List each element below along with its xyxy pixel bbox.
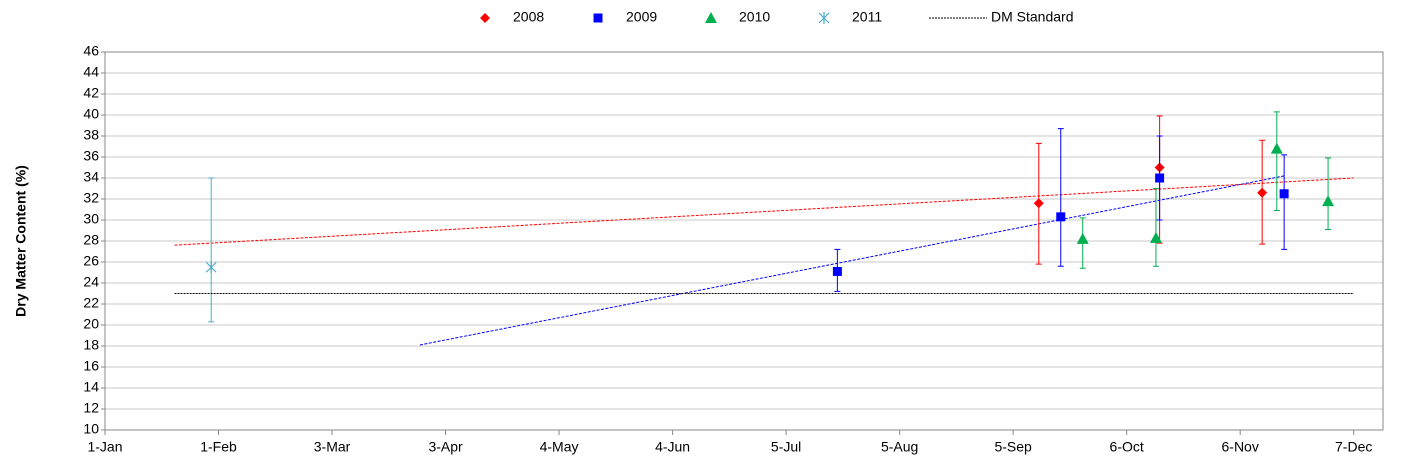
point xyxy=(205,261,217,274)
x-tick-label: 3-Mar xyxy=(314,439,351,455)
y-tick-label: 36 xyxy=(83,148,99,164)
error-bar xyxy=(208,177,215,323)
y-tick-label: 30 xyxy=(83,211,99,227)
point xyxy=(1076,232,1089,244)
legend-label: 2009 xyxy=(626,9,657,25)
legend-label: DM Standard xyxy=(991,9,1073,25)
y-tick-label: 10 xyxy=(83,421,99,437)
x-tick-label: 6-Nov xyxy=(1222,439,1259,455)
legend-label: 2011 xyxy=(852,9,882,25)
y-tick-label: 28 xyxy=(83,232,99,248)
point xyxy=(1155,173,1165,183)
legend-swatch xyxy=(593,13,603,23)
point xyxy=(1279,189,1289,199)
x-tick-label: 1-Feb xyxy=(200,439,237,455)
point xyxy=(1149,231,1162,243)
legend-swatch xyxy=(480,13,490,23)
y-tick-label: 46 xyxy=(83,43,99,59)
y-tick-label: 24 xyxy=(83,274,99,290)
x-tick-label: 6-Oct xyxy=(1110,439,1144,455)
x-tick-label: 5-Aug xyxy=(881,439,918,455)
point xyxy=(1056,212,1066,222)
y-tick-label: 20 xyxy=(83,316,99,332)
y-tick-label: 38 xyxy=(83,127,99,143)
x-tick-label: 4-May xyxy=(540,439,579,455)
y-tick-label: 18 xyxy=(83,337,99,353)
x-tick-label: 5-Sep xyxy=(994,439,1032,455)
y-tick-label: 26 xyxy=(83,253,99,269)
point xyxy=(1033,198,1044,209)
y-tick-label: 22 xyxy=(83,295,99,311)
trendline xyxy=(419,175,1285,346)
legend-label: 2008 xyxy=(513,9,544,25)
legend-swatch xyxy=(818,12,830,24)
point xyxy=(1257,187,1268,198)
x-tick-label: 1-Jan xyxy=(87,439,122,455)
y-tick-label: 44 xyxy=(83,64,99,80)
y-tick-label: 40 xyxy=(83,106,99,122)
y-tick-label: 34 xyxy=(83,169,99,185)
point xyxy=(1270,142,1283,154)
y-tick-label: 12 xyxy=(83,400,99,416)
plot-frame xyxy=(104,51,1384,431)
x-tick-label: 5-Jul xyxy=(771,439,801,455)
trendline xyxy=(174,177,1354,246)
y-tick-label: 32 xyxy=(83,190,99,206)
error-bar xyxy=(1057,128,1064,267)
y-tick-label: 16 xyxy=(83,358,99,374)
point xyxy=(1322,195,1335,207)
legend-swatch xyxy=(705,12,717,23)
error-bar xyxy=(1281,154,1288,250)
error-bar xyxy=(1325,157,1332,230)
x-tick-label: 4-Jun xyxy=(655,439,690,455)
x-tick-label: 7-Dec xyxy=(1335,439,1372,455)
y-tick-label: 14 xyxy=(83,379,99,395)
y-tick-label: 42 xyxy=(83,85,99,101)
x-tick-label: 3-Apr xyxy=(428,439,463,455)
point xyxy=(832,266,842,276)
error-bar xyxy=(1273,111,1280,212)
legend-label: 2010 xyxy=(739,9,770,25)
error-bar xyxy=(1152,188,1159,267)
y-axis-label: Dry Matter Content (%) xyxy=(13,165,29,317)
